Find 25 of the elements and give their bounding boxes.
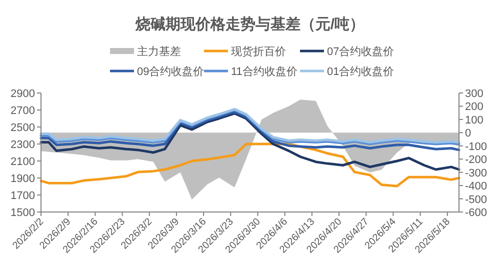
y-tick-label: 2100 [10, 156, 35, 168]
y2-tick-label: -600 [465, 207, 488, 219]
y2-tick-label: -400 [465, 180, 488, 193]
y-tick-label: 2900 [10, 88, 35, 100]
y2-tick-label: -200 [465, 154, 488, 166]
y2-tick-label: -500 [465, 194, 488, 206]
y2-tick-label: 0 [465, 128, 472, 140]
y2-tick-label: 100 [465, 114, 484, 126]
y2-tick-label: -100 [465, 140, 488, 153]
y-tick-label: 2700 [10, 105, 35, 117]
y2-tick-label: 200 [465, 101, 484, 114]
y-tick-label: 1900 [10, 173, 35, 185]
y-tick-label: 1700 [10, 190, 35, 202]
legend-label: 主力基差 [137, 45, 181, 58]
y2-tick-label: 300 [465, 88, 484, 100]
chart-title: 烧碱期现价格走势与基差（元/吨） [134, 16, 365, 33]
y-tick-label: 2300 [10, 139, 35, 151]
legend-label: 现货折百价 [231, 46, 286, 58]
y-tick-label: 2500 [10, 122, 35, 134]
legend-label: 07合约收盘价 [327, 45, 394, 58]
legend-label: 09合约收盘价 [137, 65, 204, 78]
legend-label: 01合约收盘价 [327, 65, 394, 78]
y2-tick-label: -300 [465, 167, 488, 180]
y-tick-label: 1500 [10, 207, 35, 219]
legend-label: 11合约收盘价 [231, 65, 298, 78]
